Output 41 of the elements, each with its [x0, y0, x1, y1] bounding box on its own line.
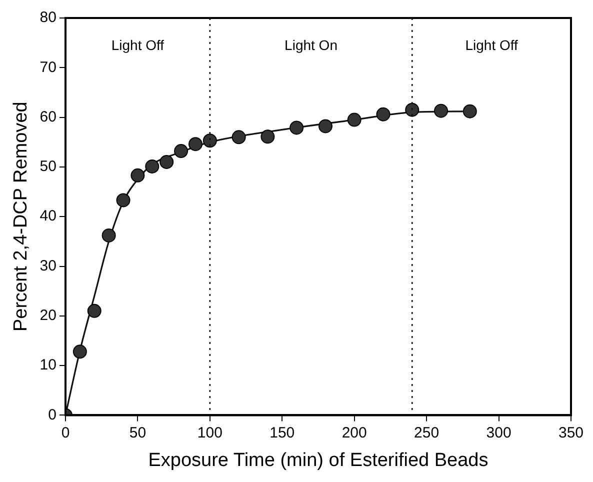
point [434, 104, 448, 118]
point [188, 137, 202, 152]
y-tick-label: 40 [40, 208, 56, 225]
point [462, 104, 477, 118]
annotation: Light Off [111, 36, 164, 53]
annotation: Light On [284, 36, 338, 53]
annotation: Light Off [465, 36, 518, 53]
x-tick-label: 50 [129, 424, 146, 442]
y-tick-label: 50 [40, 158, 56, 176]
point [174, 144, 188, 158]
point [376, 107, 390, 122]
x-axis-title: Exposure Time (min) of Esterified Beads [148, 450, 488, 471]
y-tick-label: 0 [48, 406, 56, 424]
y-tick-label: 20 [40, 307, 56, 324]
point [72, 344, 87, 359]
x-tick-label: 100 [197, 424, 222, 442]
point [405, 102, 420, 117]
y-tick-label: 60 [40, 108, 56, 126]
x-tick-label: 0 [61, 424, 70, 442]
point [232, 130, 246, 144]
y-tick-label: 30 [40, 257, 56, 274]
point [290, 120, 304, 135]
point [260, 130, 275, 144]
point [145, 159, 160, 174]
point [116, 193, 130, 208]
point [102, 228, 116, 242]
point [347, 112, 362, 127]
x-tick-label: 150 [270, 424, 295, 442]
point [318, 119, 332, 134]
x-tick-label: 300 [486, 424, 512, 442]
x-tick-label: 350 [558, 424, 584, 442]
point [130, 168, 145, 182]
y-tick-label: 80 [40, 9, 56, 26]
point [202, 134, 217, 148]
y-tick-label: 10 [40, 356, 56, 374]
y-axis-title: Percent 2,4-DCP Removed [10, 102, 32, 332]
x-tick-label: 200 [342, 424, 367, 442]
point [87, 304, 102, 318]
y-tick-label: 70 [40, 58, 56, 76]
point [160, 154, 174, 169]
x-tick-label: 250 [414, 424, 440, 442]
